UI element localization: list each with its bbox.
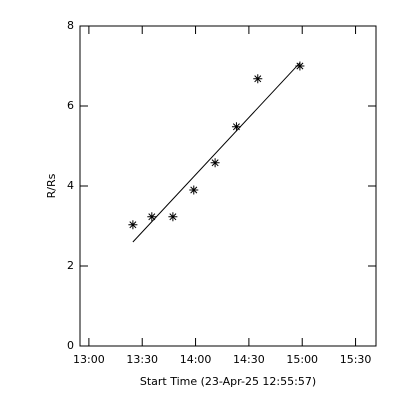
point bbox=[189, 185, 199, 195]
point bbox=[128, 220, 138, 230]
point bbox=[253, 74, 263, 84]
y-tick-label: 4 bbox=[67, 179, 74, 192]
y-tick-label: 6 bbox=[67, 99, 74, 112]
x-tick-label: 14:00 bbox=[180, 353, 212, 366]
x-tick-label: 13:00 bbox=[73, 353, 105, 366]
x-tick-label: 13:30 bbox=[126, 353, 158, 366]
y-tick-label: 0 bbox=[67, 339, 74, 352]
x-axis-label: Start Time (23-Apr-25 12:55:57) bbox=[140, 375, 316, 388]
x-tick-label: 15:30 bbox=[340, 353, 372, 366]
fit-line bbox=[132, 62, 301, 243]
y-tick-label: 8 bbox=[67, 19, 74, 32]
x-tick-label: 14:30 bbox=[233, 353, 265, 366]
x-tick-label: 15:00 bbox=[286, 353, 318, 366]
y-tick-label: 2 bbox=[67, 259, 74, 272]
point bbox=[295, 61, 305, 71]
y-axis-label: R/Rs bbox=[45, 173, 58, 198]
point bbox=[231, 122, 241, 132]
plot-frame bbox=[79, 25, 377, 347]
point bbox=[168, 212, 178, 222]
point bbox=[147, 212, 157, 222]
point bbox=[210, 158, 220, 168]
